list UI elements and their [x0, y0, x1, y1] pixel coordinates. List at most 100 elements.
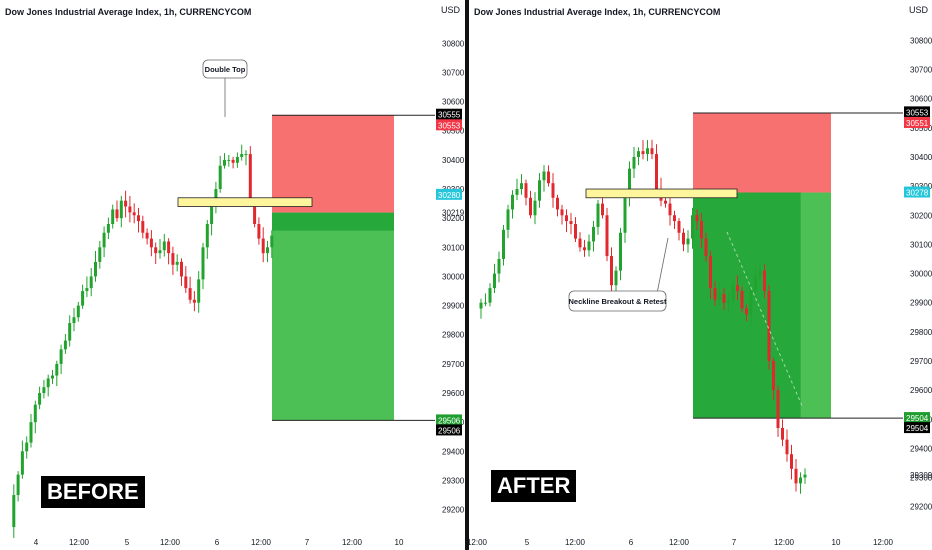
candle-body [637, 151, 640, 157]
take-profit-zone [272, 212, 394, 421]
candle-body [145, 232, 149, 239]
panel-divider[interactable] [465, 0, 469, 550]
candle-body [776, 390, 780, 428]
candle-body [89, 276, 93, 289]
y-tick-label: 29400 [910, 444, 932, 453]
x-tick-label: 5 [525, 538, 530, 547]
candle-body [646, 148, 649, 155]
candle-body [240, 154, 244, 157]
candle-body [718, 293, 721, 300]
candle-body [533, 200, 537, 216]
before-label: BEFORE [41, 476, 145, 508]
candle-body [158, 250, 162, 254]
y-tick-label: 29900 [442, 302, 465, 311]
y-tick-label: 30800 [910, 36, 932, 45]
candle-body [587, 241, 591, 251]
candle-body [192, 299, 196, 303]
annotation-text: Neckline Breakout & Retest [569, 297, 667, 306]
candle-body [758, 270, 762, 277]
candle-body [162, 241, 166, 251]
candle-body [81, 291, 85, 306]
candle-body [493, 273, 496, 289]
candle-body [218, 165, 222, 190]
candle-body [235, 156, 239, 163]
candle-body [119, 200, 123, 219]
before-chart-svg[interactable]: Double Top308003070030600305003040030300… [0, 0, 465, 550]
candle-body [205, 224, 209, 248]
candle-body [51, 375, 54, 379]
candle-body [565, 215, 568, 222]
price-tag-label: 29506 [438, 426, 461, 435]
price-tag-label: 29504 [906, 424, 929, 433]
candle-body [772, 360, 775, 391]
candle-body [201, 247, 205, 280]
candle-body [605, 215, 609, 257]
after-chart-svg[interactable]: Neckline Breakout & Retest 30800 30700 3060… [469, 0, 932, 550]
candle-body [614, 270, 618, 286]
after-chart-panel[interactable]: Neckline Breakout & Retest 30800 30700 3060… [469, 0, 932, 550]
candle-body [124, 200, 128, 207]
candle-body [111, 209, 115, 224]
candle-body [551, 183, 555, 198]
y-tick-label: 30200 [442, 214, 465, 223]
y-tick-label: 30600 [442, 98, 465, 107]
x-tick-label: 12:00 [774, 538, 795, 547]
candle-body [560, 209, 564, 216]
candle-body [149, 238, 153, 248]
price-tag-label: 29504 [906, 414, 929, 423]
x-tick-label: 5 [125, 538, 130, 547]
candle-body [596, 203, 600, 227]
candle-body [137, 215, 140, 222]
x-tick-label: 12:00 [669, 538, 690, 547]
x-tick-label: 12:00 [565, 538, 586, 547]
projection-line [726, 231, 804, 409]
candle-body [16, 474, 20, 496]
price-tag-label: 30553 [438, 121, 461, 130]
candle-body [569, 221, 573, 224]
candle-body [542, 171, 546, 181]
before-chart-panel[interactable]: Double Top308003070030600305003040030300… [0, 0, 465, 550]
candle-body [641, 151, 645, 155]
x-tick-label: 12:00 [342, 538, 363, 547]
y-tick-label: 30700 [442, 68, 465, 77]
candle-body [538, 180, 541, 201]
stop-loss-zone [272, 115, 394, 213]
candle-body [524, 183, 528, 198]
candle-body [253, 203, 257, 224]
candle-body [20, 451, 24, 475]
candle-body [42, 387, 46, 394]
x-tick-label: 12:00 [469, 538, 488, 547]
y-tick-label: 29600 [442, 389, 465, 398]
candle-body [655, 154, 658, 190]
candle-body [38, 393, 42, 405]
currency-label: USD [909, 5, 929, 15]
y-tick-label: 29200 [910, 503, 932, 512]
x-tick-label: 10 [832, 538, 841, 547]
candle-body [214, 189, 218, 204]
candle-body [686, 238, 690, 245]
candle-body [695, 215, 699, 222]
candle-body [12, 495, 16, 528]
currency-label: USD [441, 5, 461, 15]
candle-body [98, 247, 102, 262]
candle-body [33, 404, 37, 423]
candle-body [745, 308, 748, 315]
y-tick-label: 29800 [910, 328, 932, 337]
candle-body [727, 299, 730, 303]
candle-body [763, 270, 766, 292]
x-tick-label: 7 [732, 538, 737, 547]
candle-body [132, 212, 136, 216]
candle-body [520, 183, 523, 190]
candle-body [497, 258, 501, 274]
y-tick-label: 29600 [910, 386, 932, 395]
candle-body [610, 256, 613, 286]
candle-body [231, 159, 235, 163]
stop-loss-zone [693, 112, 831, 193]
candle-body [677, 221, 681, 233]
candle-body [754, 276, 757, 292]
candle-body [488, 288, 492, 303]
x-tick-label: 6 [215, 538, 220, 547]
y-tick-label: 29700 [442, 360, 465, 369]
price-tag-label: 30551 [906, 119, 929, 128]
candle-body [171, 253, 175, 265]
